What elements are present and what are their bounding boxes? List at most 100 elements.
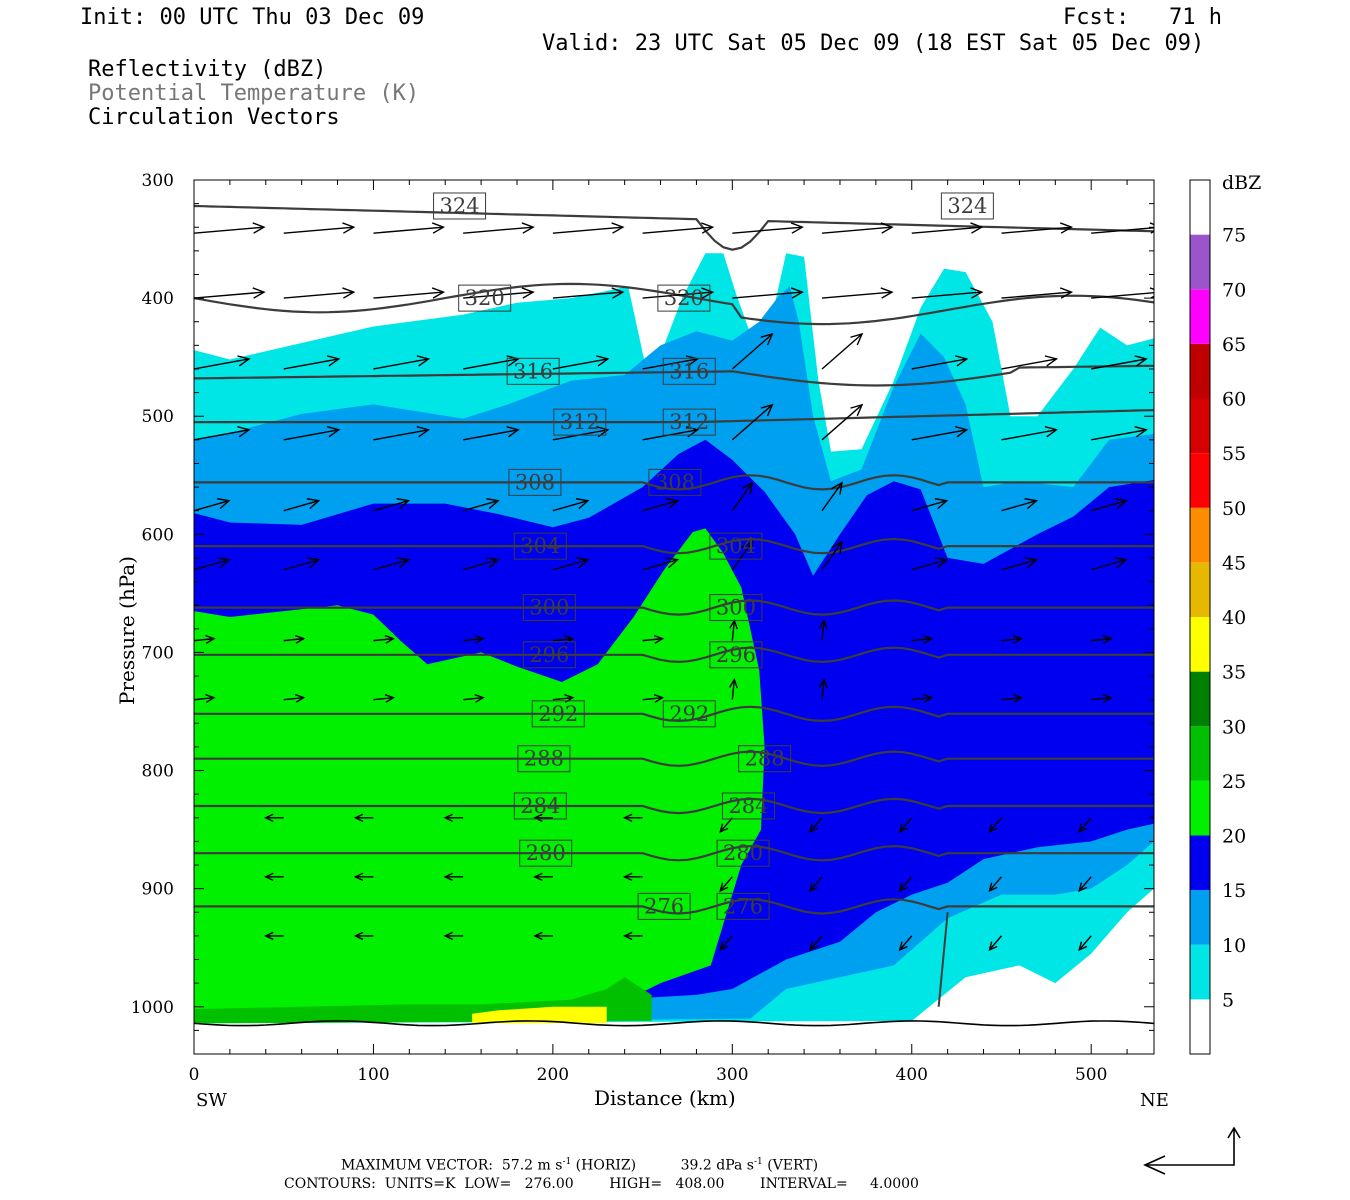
vector-shaft bbox=[1001, 226, 1072, 234]
vector-head bbox=[719, 941, 729, 952]
vector-head bbox=[217, 498, 231, 510]
vector-head bbox=[1134, 355, 1148, 367]
circulation-vector bbox=[719, 817, 733, 834]
circulation-vector bbox=[731, 540, 754, 571]
circulation-vector bbox=[911, 693, 934, 703]
circulation-vector bbox=[283, 557, 321, 571]
circulation-vectors bbox=[176, 222, 1154, 952]
theta-label-text: 276 bbox=[644, 894, 684, 918]
max-vector-horiz-value: 57.2 m s bbox=[501, 1157, 563, 1174]
theta-label-box bbox=[519, 839, 573, 867]
theta-contour-label: 280 bbox=[519, 839, 573, 867]
vector-head bbox=[685, 355, 700, 367]
circulation-vector bbox=[443, 931, 464, 941]
vector-head bbox=[342, 222, 356, 234]
colorbar-level-label: 65 bbox=[1222, 334, 1246, 356]
vector-shaft bbox=[1091, 559, 1127, 571]
vector-shaft bbox=[373, 358, 429, 370]
vector-shaft bbox=[373, 226, 444, 234]
circulation-vector bbox=[642, 287, 715, 299]
theta-contour-label: 276 bbox=[716, 892, 770, 920]
circulation-vector bbox=[1001, 355, 1059, 370]
vector-head bbox=[719, 823, 729, 834]
theta-label-box bbox=[506, 357, 560, 385]
circulation-vector bbox=[264, 872, 284, 882]
vector-head bbox=[176, 814, 184, 821]
reflectivity-region bbox=[472, 1006, 607, 1024]
vector-shaft bbox=[463, 429, 519, 441]
vector-head bbox=[790, 287, 804, 299]
theta-contour-label: 324 bbox=[940, 192, 994, 220]
circulation-vector bbox=[373, 693, 396, 703]
circulation-vector bbox=[1091, 498, 1128, 512]
theta-label-box bbox=[716, 892, 770, 920]
colorbar-box bbox=[1190, 617, 1210, 672]
vector-head bbox=[396, 557, 411, 569]
vector-shaft bbox=[911, 291, 982, 299]
vector-shaft bbox=[731, 620, 736, 641]
vector-head bbox=[506, 426, 520, 438]
vector-head bbox=[898, 823, 908, 834]
vector-shaft bbox=[283, 500, 319, 512]
vector-head bbox=[533, 813, 543, 822]
colorbar-level-label: 15 bbox=[1222, 880, 1246, 902]
vector-head bbox=[741, 481, 754, 495]
vector-shaft bbox=[283, 226, 354, 234]
circulation-vector bbox=[264, 931, 284, 941]
circulation-vector bbox=[373, 498, 411, 512]
theta-label-box bbox=[531, 700, 585, 728]
y-tick-label: 1000 bbox=[131, 998, 174, 1018]
theta-contour-300 bbox=[194, 599, 1154, 616]
circulation-vector bbox=[462, 498, 500, 512]
theta-contour-label: 308 bbox=[648, 468, 702, 496]
circulation-vector bbox=[821, 332, 864, 370]
vector-shaft bbox=[809, 935, 823, 951]
theta-contour-label: 296 bbox=[522, 641, 576, 669]
circulation-vector bbox=[731, 332, 774, 370]
circulation-vector bbox=[729, 678, 739, 700]
theta-label-box bbox=[662, 357, 716, 385]
theta-contour-labels: 324 324 320 320 316 316 312 312 308 308 304 304 300 3… bbox=[433, 192, 994, 920]
vector-head bbox=[176, 873, 184, 880]
vector-head bbox=[1044, 355, 1059, 367]
vector-head bbox=[264, 872, 274, 882]
vector-head bbox=[205, 693, 216, 703]
vector-head bbox=[898, 941, 908, 952]
circulation-vector bbox=[1078, 817, 1092, 834]
theta-contour-label: 324 bbox=[433, 192, 487, 220]
valid-time: Valid: 23 UTC Sat 05 Dec 09 (18 EST Sat … bbox=[542, 31, 1205, 56]
circulation-vector bbox=[194, 498, 231, 512]
vector-head bbox=[653, 693, 665, 703]
vector-shaft bbox=[552, 637, 573, 642]
vector-shaft bbox=[463, 226, 534, 234]
vector-shaft bbox=[809, 817, 823, 833]
theta-label-box bbox=[709, 641, 763, 669]
vector-head bbox=[1078, 941, 1088, 952]
vector-head bbox=[474, 693, 485, 703]
vector-head bbox=[306, 557, 321, 569]
vector-head bbox=[431, 222, 446, 234]
circulation-vector bbox=[1001, 426, 1059, 441]
colorbar-level-label: 5 bbox=[1222, 989, 1234, 1011]
circulation-vector bbox=[443, 872, 464, 882]
vector-head bbox=[880, 287, 894, 299]
circulation-vector bbox=[818, 618, 828, 641]
vector-shaft bbox=[821, 541, 843, 571]
colorbar-box bbox=[1190, 507, 1210, 563]
colorbar-level-label: 50 bbox=[1222, 498, 1246, 520]
circulation-vector bbox=[353, 931, 374, 941]
max-vector-line: MAXIMUM VECTOR: 57.2 m s-1 (HORIZ) 39.2 … bbox=[341, 1157, 818, 1174]
circulation-vector bbox=[719, 935, 733, 952]
vector-head bbox=[575, 557, 590, 569]
x-axis-label: Distance (km) bbox=[594, 1086, 736, 1110]
theta-label-text: 324 bbox=[440, 194, 480, 218]
circulation-vector bbox=[194, 355, 251, 370]
vector-head bbox=[217, 557, 231, 569]
theta-contour-label: 304 bbox=[709, 532, 763, 560]
vector-head bbox=[701, 222, 715, 234]
circulation-vector bbox=[898, 876, 913, 893]
colorbar-box bbox=[1190, 780, 1210, 836]
circulation-vector bbox=[283, 287, 356, 299]
vector-head bbox=[294, 693, 306, 703]
vector-head bbox=[808, 882, 819, 893]
